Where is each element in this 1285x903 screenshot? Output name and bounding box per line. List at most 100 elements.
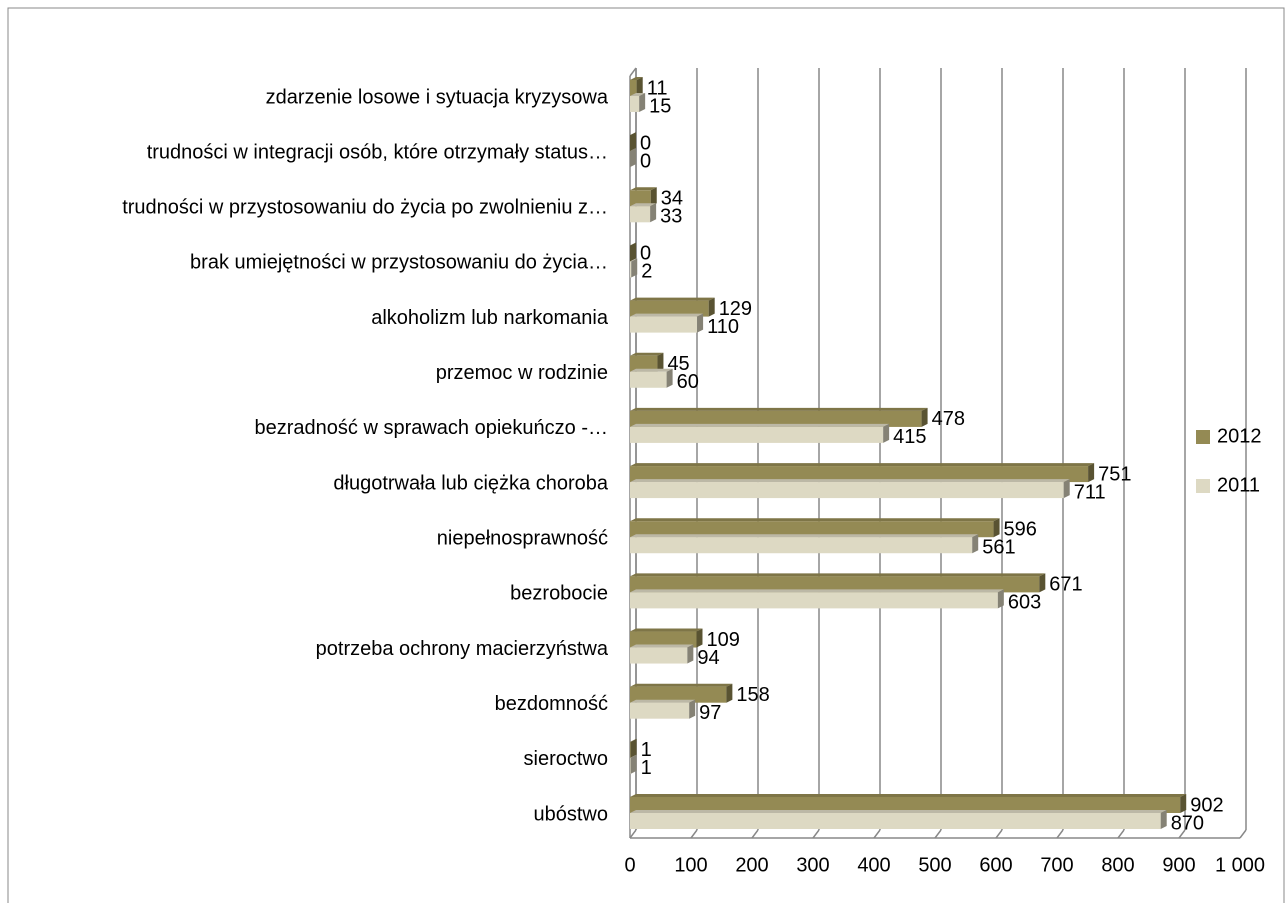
y-tick-label: trudności w integracji osób, które otrzy… <box>147 141 608 163</box>
legend-swatch <box>1196 430 1210 444</box>
bar <box>630 371 667 388</box>
x-tick-label: 400 <box>857 854 890 876</box>
data-label: 0 <box>640 132 651 154</box>
data-label: 34 <box>661 188 683 210</box>
bar <box>630 757 631 774</box>
bar-top <box>630 463 1095 467</box>
x-tick-label: 700 <box>1040 854 1073 876</box>
grid-floor <box>1056 829 1064 839</box>
y-tick-label: alkoholizm lub narkomania <box>371 307 609 329</box>
data-label: 671 <box>1049 574 1082 596</box>
x-tick-label: 100 <box>674 854 707 876</box>
data-label: 94 <box>697 647 719 669</box>
bar-top <box>630 534 979 538</box>
bar-top <box>630 93 646 96</box>
grid-floor <box>995 829 1003 839</box>
bar-top <box>630 794 1187 797</box>
bar-top <box>630 589 1004 593</box>
y-tick-label: bezdomność <box>495 693 608 715</box>
bar-top <box>630 258 638 262</box>
grid-floor <box>751 829 759 839</box>
bar <box>630 797 1181 813</box>
data-label: 596 <box>1004 519 1037 541</box>
bar-side <box>630 754 637 774</box>
x-tick-label: 1 000 <box>1215 854 1265 876</box>
y-tick-label: potrzeba ochrony macierzyństwa <box>316 638 609 660</box>
bar-top <box>630 628 703 632</box>
grid-floor <box>629 829 637 839</box>
y-tick-label: brak umiejętności w przystosowaniu do ży… <box>190 252 608 274</box>
data-label: 415 <box>893 426 926 448</box>
bar-side <box>708 297 715 317</box>
grid-floor <box>1239 829 1247 839</box>
bar <box>630 741 631 758</box>
bar-top <box>630 297 715 301</box>
data-label: 11 <box>647 77 668 99</box>
bar-side <box>630 148 636 168</box>
bar-top <box>630 699 696 703</box>
data-label: 751 <box>1098 463 1131 485</box>
bar-side <box>689 699 696 719</box>
bar <box>630 190 651 207</box>
bar-side <box>650 187 657 207</box>
data-label: 97 <box>699 702 721 724</box>
bar <box>630 261 632 278</box>
data-label: 109 <box>706 629 739 651</box>
data-label: 603 <box>1008 592 1041 614</box>
bar <box>630 537 973 554</box>
legend-label: 2012 <box>1217 425 1262 447</box>
bar <box>630 300 709 317</box>
data-label: 0 <box>640 150 651 172</box>
axis-floor <box>629 67 637 77</box>
bar-side <box>1039 573 1046 593</box>
bar <box>630 355 658 372</box>
bar-top <box>630 644 694 648</box>
legend-label: 2011 <box>1217 474 1260 496</box>
bar-top <box>630 810 1167 813</box>
bar-side <box>883 423 890 443</box>
grid-floor <box>1178 829 1186 839</box>
data-label: 15 <box>649 95 671 117</box>
bar-top <box>630 683 733 687</box>
bar-side <box>657 352 664 372</box>
bar-top <box>630 407 928 411</box>
y-tick-label: przemoc w rodzinie <box>436 362 608 384</box>
bar-top <box>630 518 1000 522</box>
bar-top <box>630 203 657 207</box>
bar-top <box>630 187 657 191</box>
bar-side <box>1180 794 1187 813</box>
bar-top <box>630 77 643 80</box>
data-label: 1 <box>641 757 652 779</box>
bar-side <box>726 683 733 703</box>
bar-top <box>630 313 704 317</box>
data-label: 870 <box>1171 812 1204 834</box>
bar-side <box>1063 479 1070 499</box>
bar-side <box>697 313 704 333</box>
bar-side <box>666 368 673 388</box>
bar-top <box>630 573 1046 577</box>
bar-top <box>630 368 673 372</box>
data-label: 0 <box>640 243 651 265</box>
bar <box>630 576 1040 593</box>
y-tick-label: bezrobocie <box>510 583 608 605</box>
bar-top <box>630 423 890 427</box>
data-label: 60 <box>677 371 699 393</box>
data-label: 478 <box>932 408 965 430</box>
bar-side <box>636 77 643 96</box>
y-tick-label: niepełnosprawność <box>437 528 608 550</box>
bar-top <box>630 352 664 356</box>
data-label: 110 <box>707 316 739 338</box>
bar <box>630 813 1161 829</box>
grid-floor <box>1117 829 1125 839</box>
bar-side <box>630 738 637 758</box>
bar-side <box>630 132 636 152</box>
bar <box>630 702 690 719</box>
x-tick-label: 800 <box>1101 854 1134 876</box>
x-tick-label: 300 <box>796 854 829 876</box>
x-tick-label: 0 <box>624 854 635 876</box>
legend-swatch <box>1196 479 1210 493</box>
bar-side <box>1160 810 1167 829</box>
bar <box>630 647 688 664</box>
bar <box>630 631 697 648</box>
